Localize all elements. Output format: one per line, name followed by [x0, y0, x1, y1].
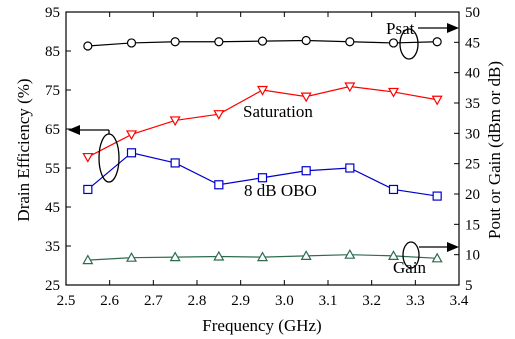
data-point-gain: [82, 254, 94, 265]
right-y-tick-label: 5: [465, 278, 473, 294]
data-point-gain: [125, 251, 138, 262]
x-axis-title: Frequency (GHz): [202, 316, 321, 335]
data-point-saturation: [431, 95, 443, 106]
series-8-db-obo: [83, 148, 442, 201]
right-y-axis-title: Pout or Gain (dBm or dB): [485, 61, 504, 239]
efficiency-ellipse: [98, 133, 120, 183]
left-y-tick-label: 75: [45, 83, 60, 99]
data-point-psat: [301, 35, 311, 46]
left-y-tick-label: 85: [45, 44, 60, 60]
data-point-gain: [344, 248, 356, 259]
data-point-saturation: [300, 92, 312, 103]
data-point-psat: [432, 37, 442, 47]
data-point-gain: [169, 251, 181, 262]
data-point-saturation: [213, 110, 225, 120]
series-gain: [82, 248, 443, 265]
data-point-gain: [431, 252, 443, 263]
series-psat: [83, 35, 442, 51]
left-y-tick-label: 95: [45, 5, 60, 21]
plot-frame: [65, 11, 460, 286]
x-tick-label: 3.4: [450, 293, 469, 309]
x-tick-label: 2.7: [144, 293, 163, 309]
data-point-gain: [213, 250, 225, 261]
data-point-8-db-obo: [345, 163, 355, 173]
series-saturation: [82, 82, 443, 163]
x-tick-label: 3.1: [319, 293, 338, 309]
right-y-tick-label: 20: [465, 187, 480, 203]
data-point-psat: [170, 37, 180, 47]
x-tick-label: 2.9: [231, 293, 250, 309]
data-point-saturation: [344, 82, 356, 93]
x-tick-label: 3.0: [275, 293, 294, 309]
data-point-psat: [345, 37, 355, 47]
gain-annotation: Gain: [393, 241, 459, 277]
data-point-saturation: [125, 130, 138, 141]
psat-ellipse: [399, 28, 419, 60]
data-point-8-db-obo: [432, 191, 442, 201]
x-tick-label: 2.6: [100, 293, 119, 309]
left-y-tick-label: 45: [45, 200, 60, 216]
data-point-saturation: [387, 87, 400, 98]
data-point-psat: [126, 38, 137, 48]
psat-annotation: Psat: [386, 19, 459, 60]
left-y-axis-title: Drain Efficiency (%): [14, 78, 33, 221]
left-y-tick-label: 35: [45, 239, 60, 255]
left-y-tick-label: 25: [45, 278, 60, 294]
data-point-8-db-obo: [301, 166, 311, 176]
left-y-tick-label: 55: [45, 161, 60, 177]
data-point-8-db-obo: [214, 180, 224, 190]
data-point-psat: [388, 38, 399, 48]
gain-ellipse: [402, 241, 420, 269]
x-tick-label: 3.2: [362, 293, 381, 309]
right-y-tick-label: 50: [465, 5, 480, 21]
data-point-gain: [256, 251, 269, 262]
data-point-saturation: [169, 116, 181, 127]
data-point-8-db-obo: [170, 158, 180, 168]
data-point-saturation: [82, 152, 94, 163]
data-point-gain: [387, 250, 400, 260]
annotation-8db-obo: 8 dB OBO: [244, 181, 317, 200]
data-point-8-db-obo: [126, 148, 137, 158]
series-line-saturation: [87, 85, 438, 158]
data-point-psat: [214, 37, 224, 47]
efficiency-arrow-head: [68, 125, 80, 135]
annotation-saturation: Saturation: [243, 102, 313, 121]
right-y-tick-label: 40: [465, 66, 480, 82]
right-y-tick-label: 15: [465, 217, 480, 233]
annotation-psat: Psat: [386, 19, 415, 38]
gain-arrow-head: [447, 242, 459, 252]
data-point-saturation: [256, 85, 269, 96]
right-y-tick-label: 35: [465, 96, 480, 112]
right-y-tick-label: 25: [465, 157, 480, 173]
right-y-tick-label: 45: [465, 35, 480, 51]
series-layer: [82, 35, 443, 265]
right-y-tick-label: 30: [465, 126, 480, 142]
psat-arrow-head: [447, 23, 459, 33]
data-point-psat: [257, 36, 268, 46]
x-tick-label: 2.8: [188, 293, 207, 309]
left-y-tick-label: 65: [45, 122, 60, 138]
data-point-8-db-obo: [388, 184, 399, 195]
right-y-axis: 5 10 15 20 25 30 35 40 45 50: [454, 5, 480, 294]
data-point-psat: [83, 41, 93, 51]
data-point-gain: [300, 250, 312, 260]
left-y-axis: 25 35 45 55 65 75 85 95: [45, 5, 71, 294]
x-axis: 2.5 2.6 2.7 2.8 2.9 3.0 3.1 3.2 3.3 3.4: [57, 12, 469, 309]
efficiency-annotation: Saturation: [68, 102, 313, 183]
data-point-8-db-obo: [257, 173, 268, 183]
x-tick-label: 3.3: [406, 293, 425, 309]
right-y-tick-label: 10: [465, 248, 480, 264]
x-tick-label: 2.5: [57, 293, 76, 309]
data-point-8-db-obo: [83, 184, 93, 195]
